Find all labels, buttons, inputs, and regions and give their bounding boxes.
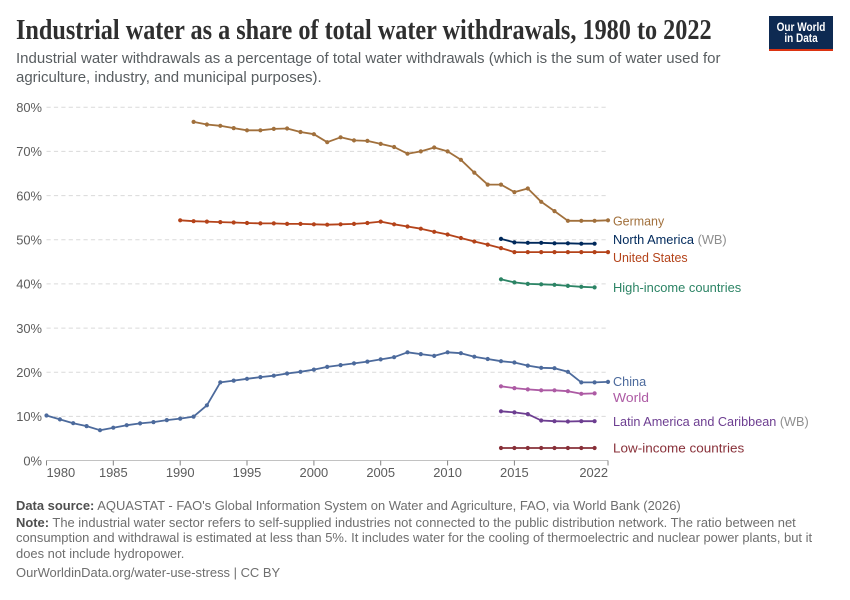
svg-text:Latin America and Caribbean (W: Latin America and Caribbean (WB) [613,414,809,429]
svg-text:70%: 70% [16,144,42,159]
svg-text:2010: 2010 [433,465,462,480]
svg-text:60%: 60% [16,188,42,203]
svg-text:1995: 1995 [233,465,262,480]
svg-text:10%: 10% [16,409,42,424]
svg-text:2000: 2000 [300,465,329,480]
svg-text:80%: 80% [16,100,42,115]
svg-text:1990: 1990 [166,465,195,480]
svg-text:High-income countries: High-income countries [613,280,742,295]
svg-text:30%: 30% [16,321,42,336]
svg-text:20%: 20% [16,365,42,380]
svg-text:2015: 2015 [500,465,529,480]
svg-text:2005: 2005 [366,465,395,480]
svg-text:40%: 40% [16,277,42,292]
svg-text:World: World [613,390,649,405]
svg-text:1980: 1980 [47,465,76,480]
svg-text:2022: 2022 [579,465,608,480]
svg-text:Low-income countries: Low-income countries [613,441,745,456]
svg-text:1985: 1985 [99,465,128,480]
svg-text:0%: 0% [23,453,42,468]
svg-text:50%: 50% [16,233,42,248]
svg-text:North America (WB): North America (WB) [613,232,727,247]
svg-text:China: China [613,374,647,389]
svg-text:Germany: Germany [613,213,665,228]
svg-text:United States: United States [613,250,688,265]
